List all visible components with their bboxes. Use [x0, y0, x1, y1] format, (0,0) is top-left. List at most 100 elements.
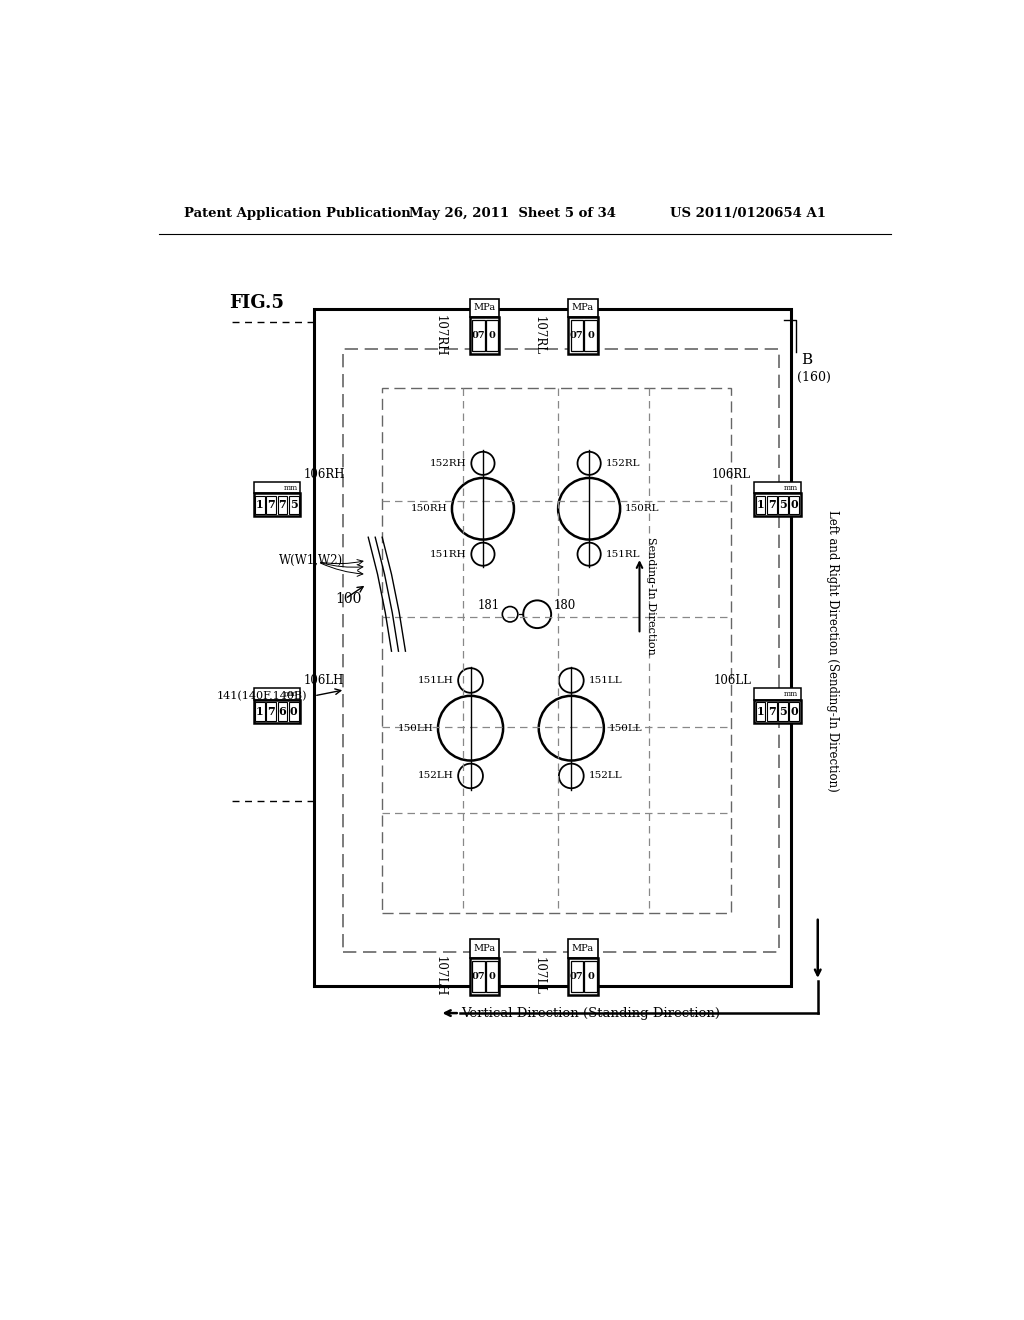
Bar — [470, 958, 500, 995]
Text: W(W1,W2): W(W1,W2) — [280, 554, 343, 566]
Text: 152LL: 152LL — [589, 771, 622, 780]
Text: 1: 1 — [757, 499, 764, 511]
Text: 07: 07 — [570, 331, 584, 341]
Text: mm: mm — [284, 690, 298, 698]
Bar — [756, 496, 765, 515]
Text: 151LH: 151LH — [418, 676, 454, 685]
Text: 1: 1 — [256, 499, 264, 511]
Bar — [568, 298, 598, 317]
Bar — [382, 388, 731, 913]
Bar — [767, 702, 776, 721]
Bar — [289, 496, 299, 515]
Text: 181: 181 — [478, 599, 500, 612]
Bar — [278, 702, 288, 721]
Bar — [266, 496, 276, 515]
Text: 0: 0 — [587, 331, 594, 341]
Text: Sending-In Direction: Sending-In Direction — [646, 537, 655, 655]
Text: 107LL: 107LL — [532, 957, 546, 995]
Text: 150RL: 150RL — [625, 504, 659, 513]
Text: 151RH: 151RH — [430, 549, 467, 558]
Text: 150RH: 150RH — [411, 504, 447, 513]
Text: 152RL: 152RL — [605, 459, 640, 467]
Text: FIG.5: FIG.5 — [228, 294, 284, 312]
Bar — [254, 494, 300, 516]
Text: 0: 0 — [791, 499, 798, 511]
Bar — [778, 702, 787, 721]
Text: mm: mm — [784, 483, 799, 491]
Text: B: B — [801, 354, 812, 367]
Text: May 26, 2011  Sheet 5 of 34: May 26, 2011 Sheet 5 of 34 — [409, 207, 615, 220]
Text: 150LL: 150LL — [608, 723, 642, 733]
Text: 151RL: 151RL — [605, 549, 640, 558]
Text: 07: 07 — [471, 972, 485, 981]
Text: 106RL: 106RL — [712, 467, 751, 480]
Text: 6: 6 — [279, 706, 287, 717]
Bar — [756, 702, 765, 721]
Bar — [343, 350, 779, 952]
Bar — [255, 496, 265, 515]
Text: 7: 7 — [267, 499, 275, 511]
Bar — [585, 961, 597, 991]
Text: 107RL: 107RL — [532, 315, 546, 355]
Text: 152RH: 152RH — [430, 459, 467, 467]
Text: 7: 7 — [267, 706, 275, 717]
Text: 07: 07 — [570, 972, 584, 981]
Bar — [755, 482, 801, 494]
Text: (160): (160) — [797, 371, 830, 384]
Bar — [767, 496, 776, 515]
Text: 5: 5 — [290, 499, 298, 511]
Bar — [266, 702, 276, 721]
Text: Vertical Direction (Standing Direction): Vertical Direction (Standing Direction) — [461, 1007, 720, 1019]
Text: 7: 7 — [768, 706, 776, 717]
Text: 1: 1 — [757, 706, 764, 717]
Bar — [568, 958, 598, 995]
Text: MPa: MPa — [473, 944, 496, 953]
Bar — [570, 321, 583, 351]
Bar — [278, 496, 288, 515]
Bar — [486, 961, 499, 991]
Text: MPa: MPa — [473, 304, 496, 313]
Bar — [585, 321, 597, 351]
Bar — [289, 702, 299, 721]
Text: mm: mm — [284, 483, 298, 491]
Bar — [472, 321, 484, 351]
Bar — [254, 700, 300, 723]
Text: 5: 5 — [779, 706, 786, 717]
Text: 106RH: 106RH — [303, 467, 345, 480]
Bar — [568, 317, 598, 354]
Text: 107LH: 107LH — [434, 956, 447, 997]
Text: 150LH: 150LH — [397, 723, 433, 733]
Text: 0: 0 — [290, 706, 297, 717]
Bar — [470, 317, 500, 354]
Text: 0: 0 — [488, 972, 496, 981]
Bar — [790, 702, 799, 721]
Text: Left and Right Direction (Sending-In Direction): Left and Right Direction (Sending-In Dir… — [825, 511, 839, 792]
Text: 1: 1 — [256, 706, 264, 717]
Text: 5: 5 — [779, 499, 786, 511]
Bar — [470, 298, 500, 317]
Bar — [790, 496, 799, 515]
Bar — [486, 321, 499, 351]
Text: 106LL: 106LL — [714, 675, 751, 688]
Text: 152LH: 152LH — [418, 771, 454, 780]
Bar — [755, 688, 801, 700]
Text: 180: 180 — [554, 599, 575, 612]
Text: 107RH: 107RH — [434, 314, 447, 356]
Text: 100: 100 — [336, 591, 362, 606]
Text: MPa: MPa — [571, 944, 594, 953]
Text: 151LL: 151LL — [589, 676, 622, 685]
Bar — [255, 702, 265, 721]
Bar — [778, 496, 787, 515]
Bar — [472, 961, 484, 991]
Bar — [755, 494, 801, 516]
Text: mm: mm — [784, 690, 799, 698]
Text: 106LH: 106LH — [303, 675, 343, 688]
Text: 7: 7 — [279, 499, 287, 511]
Bar — [755, 700, 801, 723]
Text: 0: 0 — [587, 972, 594, 981]
Bar — [254, 688, 300, 700]
Bar — [254, 482, 300, 494]
Bar — [314, 309, 791, 986]
Text: 141(140F,140B): 141(140F,140B) — [217, 690, 307, 701]
Text: 0: 0 — [791, 706, 798, 717]
